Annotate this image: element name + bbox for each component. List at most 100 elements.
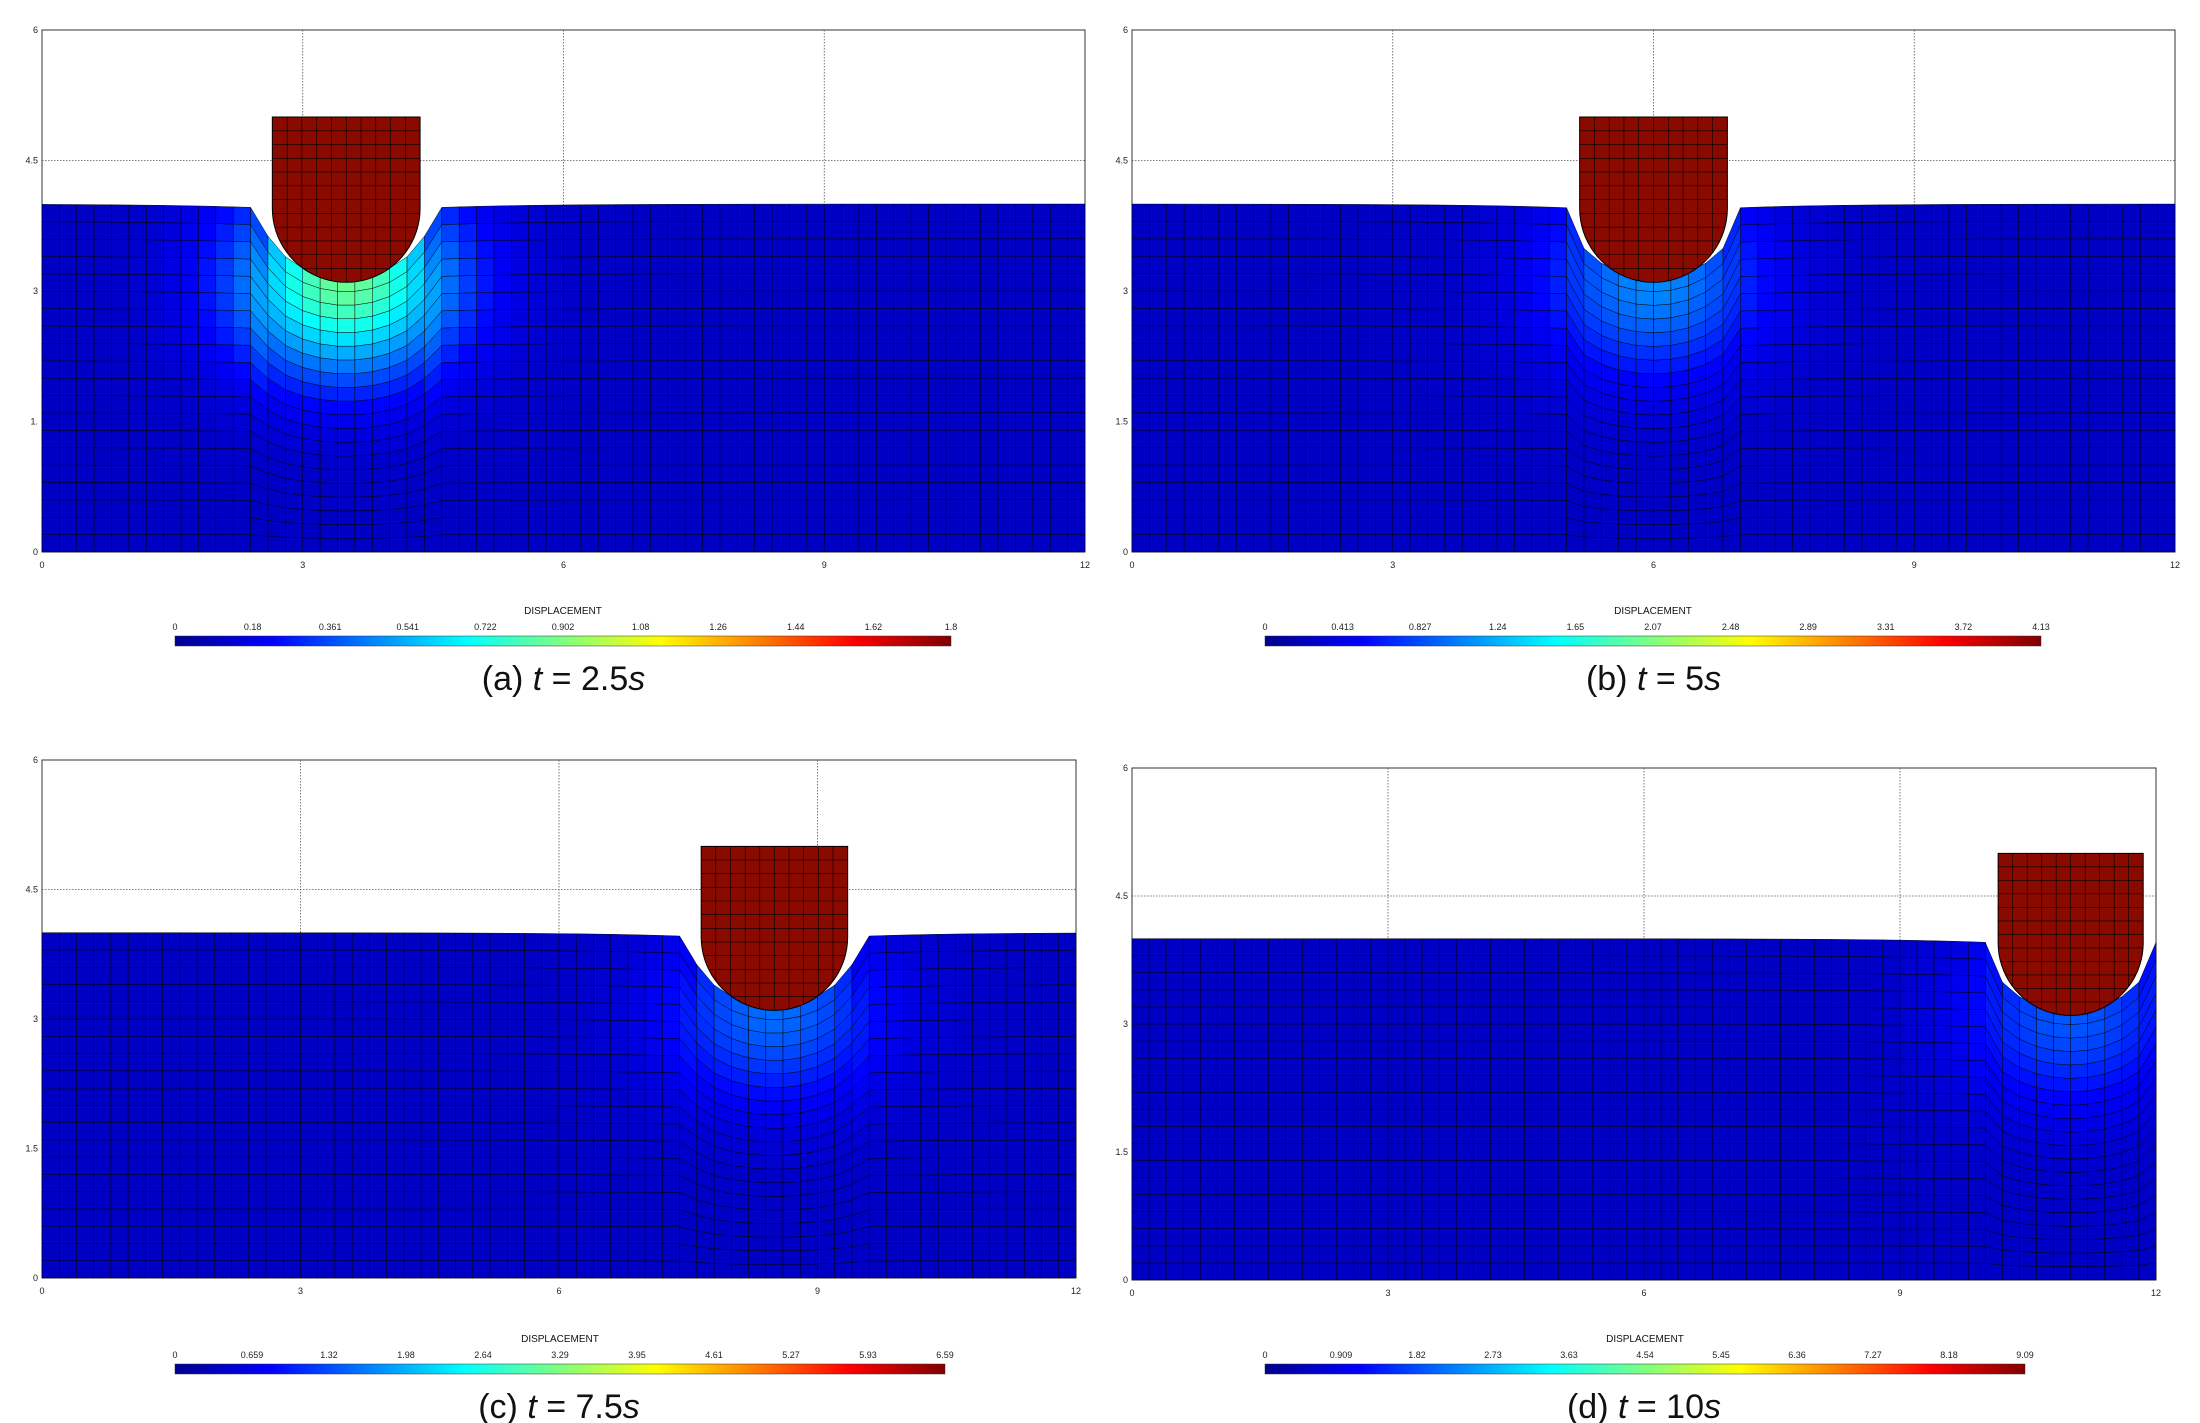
mesh-cell xyxy=(232,327,251,346)
mesh-cell xyxy=(1757,482,1776,501)
mesh-cell xyxy=(41,1260,60,1279)
mesh-cell xyxy=(1392,499,1411,518)
mesh-cell xyxy=(876,238,895,257)
mesh-cell xyxy=(511,274,529,293)
mesh-cell xyxy=(765,1168,784,1183)
mesh-cell xyxy=(93,499,112,518)
y-tick-label: 6 xyxy=(1123,25,1128,35)
mesh-cell xyxy=(369,932,387,951)
mesh-cell xyxy=(1479,239,1498,258)
mesh-cell xyxy=(662,1055,680,1074)
mesh-cell xyxy=(667,464,686,483)
mesh-cell xyxy=(1831,1228,1850,1247)
mesh-cell xyxy=(731,1249,749,1265)
mesh-cell xyxy=(1006,1088,1025,1106)
mesh-cell xyxy=(1558,955,1576,974)
mesh-cell xyxy=(1050,221,1068,240)
mesh-cell xyxy=(111,517,130,535)
mesh-cell xyxy=(1882,1228,1901,1247)
mesh-cell xyxy=(215,448,234,466)
mesh-cell xyxy=(937,968,956,987)
mesh-cell xyxy=(1183,516,1202,535)
mesh-cell xyxy=(420,1191,439,1210)
mesh-cell xyxy=(511,517,529,535)
mesh-cell xyxy=(1861,464,1880,483)
mesh-cell xyxy=(1305,534,1324,553)
mesh-cell xyxy=(1024,1139,1042,1158)
mesh-cell xyxy=(1375,517,1393,535)
mesh-cell xyxy=(1438,938,1457,956)
mesh-cell xyxy=(1236,290,1254,309)
mesh-cell xyxy=(1848,1177,1867,1196)
mesh-cell xyxy=(76,204,95,223)
mesh-cell xyxy=(1024,1208,1042,1227)
mesh-cell xyxy=(386,1139,405,1158)
mesh-cell xyxy=(511,291,529,310)
mesh-cell xyxy=(632,273,651,292)
mesh-cell xyxy=(1015,255,1034,274)
mesh-cell xyxy=(372,523,390,539)
mesh-cell xyxy=(354,371,373,388)
mesh-cell xyxy=(1712,1211,1730,1230)
mesh-cell xyxy=(1514,326,1533,345)
mesh-cell xyxy=(334,1243,353,1261)
mesh-cell xyxy=(1251,1211,1269,1230)
mesh-cell xyxy=(903,1054,922,1073)
mesh-cell xyxy=(386,1070,405,1089)
mesh-cell xyxy=(1370,1109,1389,1127)
mesh-cell xyxy=(1844,222,1863,241)
mesh-cell xyxy=(937,1191,956,1210)
mesh-cell xyxy=(1217,1074,1235,1093)
mesh-cell xyxy=(2019,1251,2037,1267)
mesh-cell xyxy=(232,482,251,501)
mesh-cell xyxy=(876,516,895,535)
mesh-cell xyxy=(1575,1143,1594,1161)
mesh-cell xyxy=(179,966,198,985)
mesh-cell xyxy=(903,1209,922,1227)
mesh-cell xyxy=(1740,448,1759,467)
mesh-cell xyxy=(458,327,477,346)
mesh-cell xyxy=(1268,955,1286,974)
mesh-cell xyxy=(458,361,477,380)
mesh-cell xyxy=(1319,1194,1338,1212)
mesh-cell xyxy=(593,1088,611,1107)
mesh-cell xyxy=(1375,430,1393,449)
mesh-cell xyxy=(1797,1160,1815,1179)
mesh-cell xyxy=(1848,1092,1867,1111)
mesh-cell xyxy=(1251,1160,1269,1178)
mesh-cell xyxy=(1831,1092,1850,1110)
mesh-cell xyxy=(1524,1245,1542,1264)
mesh-cell xyxy=(1149,238,1167,257)
mesh-cell xyxy=(1531,275,1550,294)
mesh-cell xyxy=(782,1140,801,1156)
mesh-cell xyxy=(145,1087,163,1106)
mesh-cell xyxy=(1831,1262,1850,1281)
mesh-cell xyxy=(1746,1160,1764,1178)
mesh-cell xyxy=(576,1088,594,1107)
mesh-cell xyxy=(76,482,95,501)
mesh-cell xyxy=(2157,273,2176,292)
mesh-cell xyxy=(2053,343,2071,361)
mesh-cell xyxy=(2070,1036,2088,1052)
mesh-cell xyxy=(1861,430,1880,449)
mesh-cell xyxy=(1882,1024,1901,1043)
mesh-cell xyxy=(615,395,634,414)
mesh-cell xyxy=(1694,1092,1713,1110)
mesh-cell xyxy=(910,255,929,274)
mesh-cell xyxy=(1285,955,1303,974)
mesh-cell xyxy=(302,494,321,511)
mesh-cell xyxy=(334,1036,353,1054)
mesh-cell xyxy=(1200,972,1218,991)
mesh-cell xyxy=(997,395,1016,414)
mesh-cell xyxy=(806,447,825,466)
mesh-cell xyxy=(1353,938,1372,956)
mesh-cell xyxy=(928,273,947,292)
mesh-cell xyxy=(1514,448,1533,466)
mesh-cell xyxy=(824,464,842,483)
mesh-cell xyxy=(903,1157,922,1176)
mesh-cell xyxy=(1375,378,1393,396)
mesh-cell xyxy=(300,1018,318,1037)
mesh-cell xyxy=(317,1191,336,1210)
mesh-cell xyxy=(1712,972,1730,991)
